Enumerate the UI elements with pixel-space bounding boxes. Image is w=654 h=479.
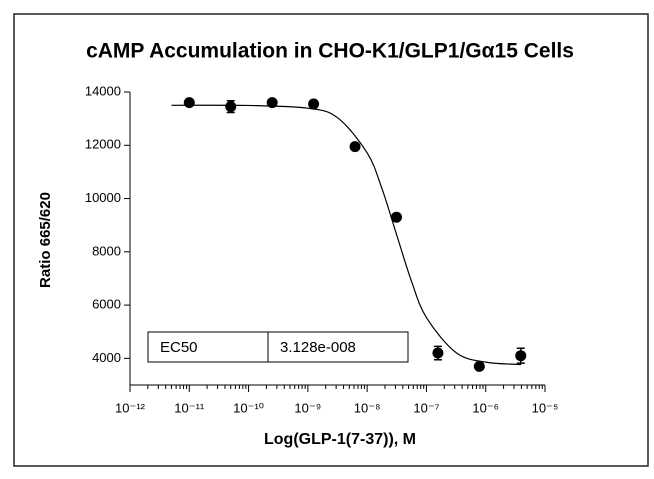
y-tick-label: 4000 xyxy=(92,350,121,365)
x-tick-label: 10⁻¹² xyxy=(115,400,146,415)
x-axis-label: Log(GLP-1(7-37)), M xyxy=(264,431,416,448)
data-point xyxy=(390,211,402,223)
data-point xyxy=(432,347,444,359)
x-tick-label: 10⁻⁹ xyxy=(294,400,321,415)
data-point xyxy=(515,350,527,362)
data-point xyxy=(473,360,485,372)
y-tick-label: 12000 xyxy=(85,137,121,152)
y-axis-label: Ratio 665/620 xyxy=(37,192,54,288)
x-tick-label: 10⁻⁸ xyxy=(354,400,381,415)
chart-title: cAMP Accumulation in CHO-K1/GLP1/Gα15 Ce… xyxy=(86,40,574,63)
y-tick-label: 6000 xyxy=(92,297,121,312)
y-tick-label: 8000 xyxy=(92,243,121,258)
table-value: 3.128e-008 xyxy=(280,339,356,356)
x-tick-label: 10⁻⁶ xyxy=(472,400,499,415)
x-tick-label: 10⁻¹¹ xyxy=(174,400,205,415)
x-tick-label: 10⁻¹⁰ xyxy=(233,400,264,415)
fit-curve xyxy=(171,104,522,366)
x-tick-label: 10⁻⁵ xyxy=(532,400,559,415)
data-point xyxy=(183,97,195,109)
ec50-table xyxy=(147,331,409,363)
x-tick-label: 10⁻⁷ xyxy=(413,400,439,415)
data-point xyxy=(266,97,278,109)
data-point xyxy=(308,98,320,110)
data-point xyxy=(225,101,237,113)
y-tick-label: 10000 xyxy=(85,190,121,205)
table-label: EC50 xyxy=(160,339,198,356)
frame xyxy=(13,13,649,467)
y-tick-label: 14000 xyxy=(85,83,121,98)
data-point xyxy=(349,141,361,153)
